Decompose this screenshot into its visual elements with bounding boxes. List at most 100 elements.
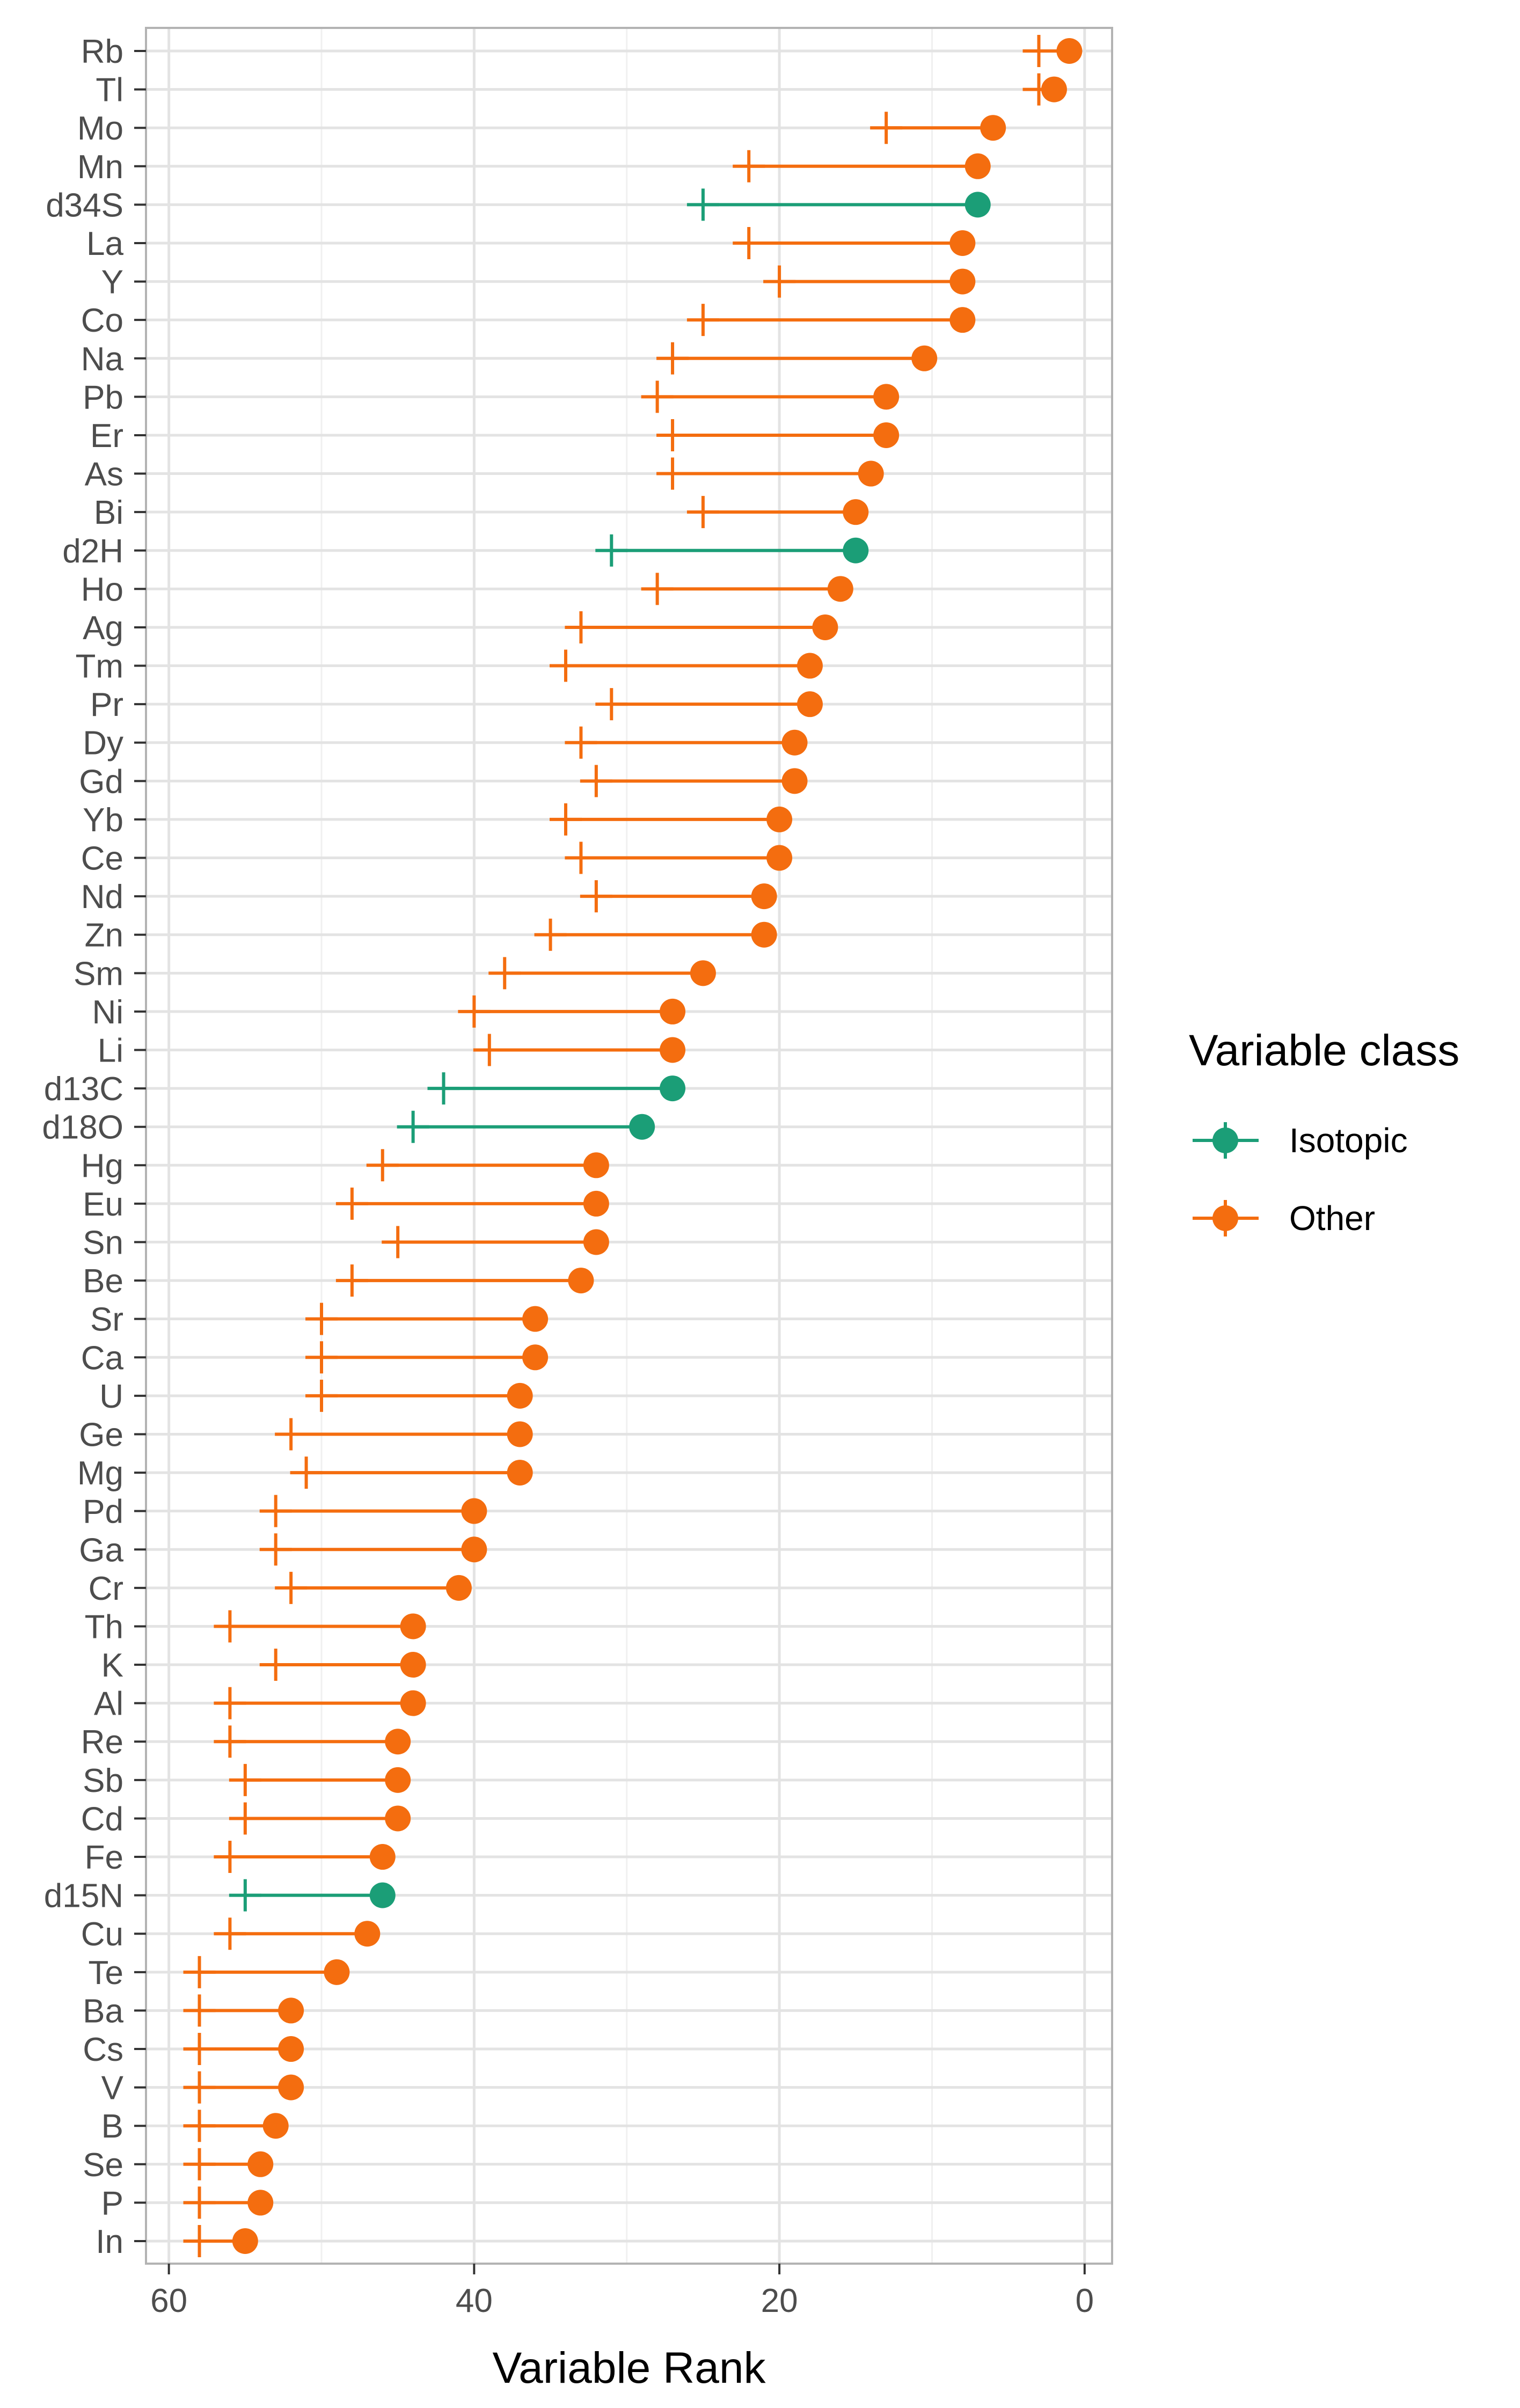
point-marker-V: [278, 2074, 304, 2100]
cross-marker-Ba: [183, 1994, 216, 2027]
point-marker-Yb: [766, 806, 793, 832]
point-marker-As: [858, 460, 884, 487]
point-marker-Ce: [766, 845, 793, 871]
legend-entry-other: Other: [1193, 1199, 1375, 1238]
point-marker-Te: [324, 1959, 350, 1985]
y-tick-label-Pb: Pb: [83, 379, 123, 416]
point-marker-Zn: [751, 921, 777, 948]
cross-marker-Nd: [580, 880, 612, 913]
point-marker-K: [400, 1652, 426, 1678]
y-tick-label-Co: Co: [81, 302, 123, 339]
y-tick-label-Cu: Cu: [81, 1916, 123, 1953]
cross-marker-Sm: [488, 957, 521, 990]
y-tick-label-Sb: Sb: [83, 1762, 123, 1799]
point-marker-Rb: [1056, 38, 1083, 64]
y-tick-label-Na: Na: [81, 341, 124, 378]
legend-label-other: Other: [1289, 1199, 1375, 1238]
y-tick-label-Ge: Ge: [79, 1416, 123, 1453]
cross-marker-B: [183, 2110, 216, 2142]
cross-marker-Rb: [1022, 35, 1055, 67]
y-tick-label-Re: Re: [81, 1724, 123, 1761]
point-marker-In: [232, 2228, 258, 2254]
cross-marker-Te: [183, 1956, 216, 1988]
cross-marker-Ga: [259, 1533, 292, 1566]
y-tick-label-d13C: d13C: [44, 1071, 123, 1108]
point-marker-Ca: [522, 1344, 549, 1371]
legend-label-isotopic: Isotopic: [1289, 1121, 1408, 1160]
cross-marker-Co: [686, 304, 719, 336]
point-marker-Tm: [796, 653, 823, 679]
cross-marker-Pb: [641, 380, 674, 413]
y-tick-label-Be: Be: [83, 1263, 123, 1300]
y-tick-label-Pd: Pd: [83, 1494, 123, 1531]
y-axis-labels: RbTlMoMnd34SLaYCoNaPbErAsBid2HHoAgTmPrDy…: [42, 33, 146, 2260]
cross-marker-Dy: [565, 726, 597, 759]
point-marker-d13C: [660, 1075, 686, 1102]
point-marker-Ge: [507, 1421, 533, 1447]
cross-marker-Sb: [229, 1763, 261, 1796]
y-tick-label-P: P: [101, 2185, 123, 2222]
point-marker-Bi: [843, 499, 869, 525]
y-tick-label-Li: Li: [98, 1033, 123, 1070]
y-tick-label-Tm: Tm: [75, 648, 123, 685]
y-tick-label-As: As: [85, 456, 123, 493]
legend-title: Variable class: [1189, 1026, 1459, 1075]
point-marker-Na: [911, 345, 938, 371]
y-tick-label-Te: Te: [89, 1955, 123, 1992]
cross-marker-Na: [656, 342, 689, 375]
y-tick-label-B: B: [101, 2108, 123, 2145]
y-tick-label-Ca: Ca: [81, 1340, 124, 1377]
x-axis-title: Variable Rank: [493, 2344, 766, 2392]
cross-marker-Al: [214, 1687, 246, 1719]
cross-marker-In: [183, 2225, 216, 2257]
y-tick-label-Th: Th: [85, 1608, 123, 1645]
cross-marker-Li: [473, 1034, 506, 1066]
y-tick-label-d15N: d15N: [44, 1878, 123, 1915]
cross-marker-Ce: [565, 841, 597, 874]
y-tick-label-Al: Al: [94, 1686, 123, 1723]
point-marker-d15N: [369, 1882, 396, 1908]
y-tick-label-Cr: Cr: [89, 1570, 123, 1607]
cross-marker-P: [183, 2186, 216, 2219]
point-marker-Er: [873, 422, 900, 448]
cross-marker-d34S: [686, 188, 719, 221]
y-tick-label-Bi: Bi: [94, 494, 123, 531]
cross-marker-Mg: [290, 1456, 323, 1489]
cross-marker-As: [656, 457, 689, 490]
y-tick-label-Mg: Mg: [77, 1455, 123, 1492]
cross-marker-Yb: [549, 803, 582, 836]
y-tick-label-In: In: [96, 2223, 123, 2260]
cross-marker-Ni: [458, 995, 491, 1028]
cross-marker-Cs: [183, 2033, 216, 2066]
point-marker-Co: [949, 307, 976, 333]
point-marker-Tl: [1041, 76, 1067, 103]
y-tick-label-Ag: Ag: [83, 610, 123, 647]
cross-marker-La: [733, 226, 765, 259]
point-marker-Pd: [461, 1498, 487, 1524]
y-tick-label-Gd: Gd: [79, 763, 123, 800]
cross-marker-Eu: [335, 1187, 368, 1220]
cross-marker-Se: [183, 2148, 216, 2180]
y-tick-label-Sr: Sr: [90, 1301, 123, 1338]
y-tick-label-Fe: Fe: [85, 1839, 123, 1876]
cross-marker-Er: [656, 419, 689, 451]
y-tick-label-Tl: Tl: [96, 72, 123, 109]
cross-marker-d2H: [595, 534, 628, 567]
point-marker-Mn: [964, 153, 991, 179]
point-marker-Li: [660, 1037, 686, 1063]
cross-marker-Gd: [580, 765, 612, 797]
point-marker-Hg: [583, 1152, 609, 1179]
cross-marker-Ca: [305, 1341, 338, 1374]
cross-marker-Zn: [534, 918, 567, 951]
point-marker-Be: [568, 1268, 594, 1294]
point-marker-Fe: [369, 1844, 396, 1870]
cross-marker-Ag: [565, 611, 597, 643]
cross-marker-Ge: [275, 1418, 308, 1451]
point-marker-layer: [232, 38, 1083, 2254]
panel-background: [146, 28, 1112, 2264]
y-tick-label-Ga: Ga: [79, 1532, 123, 1569]
point-marker-d2H: [843, 537, 869, 563]
point-marker-Ho: [827, 576, 853, 602]
y-tick-label-Nd: Nd: [81, 879, 123, 916]
point-marker-La: [949, 230, 976, 256]
